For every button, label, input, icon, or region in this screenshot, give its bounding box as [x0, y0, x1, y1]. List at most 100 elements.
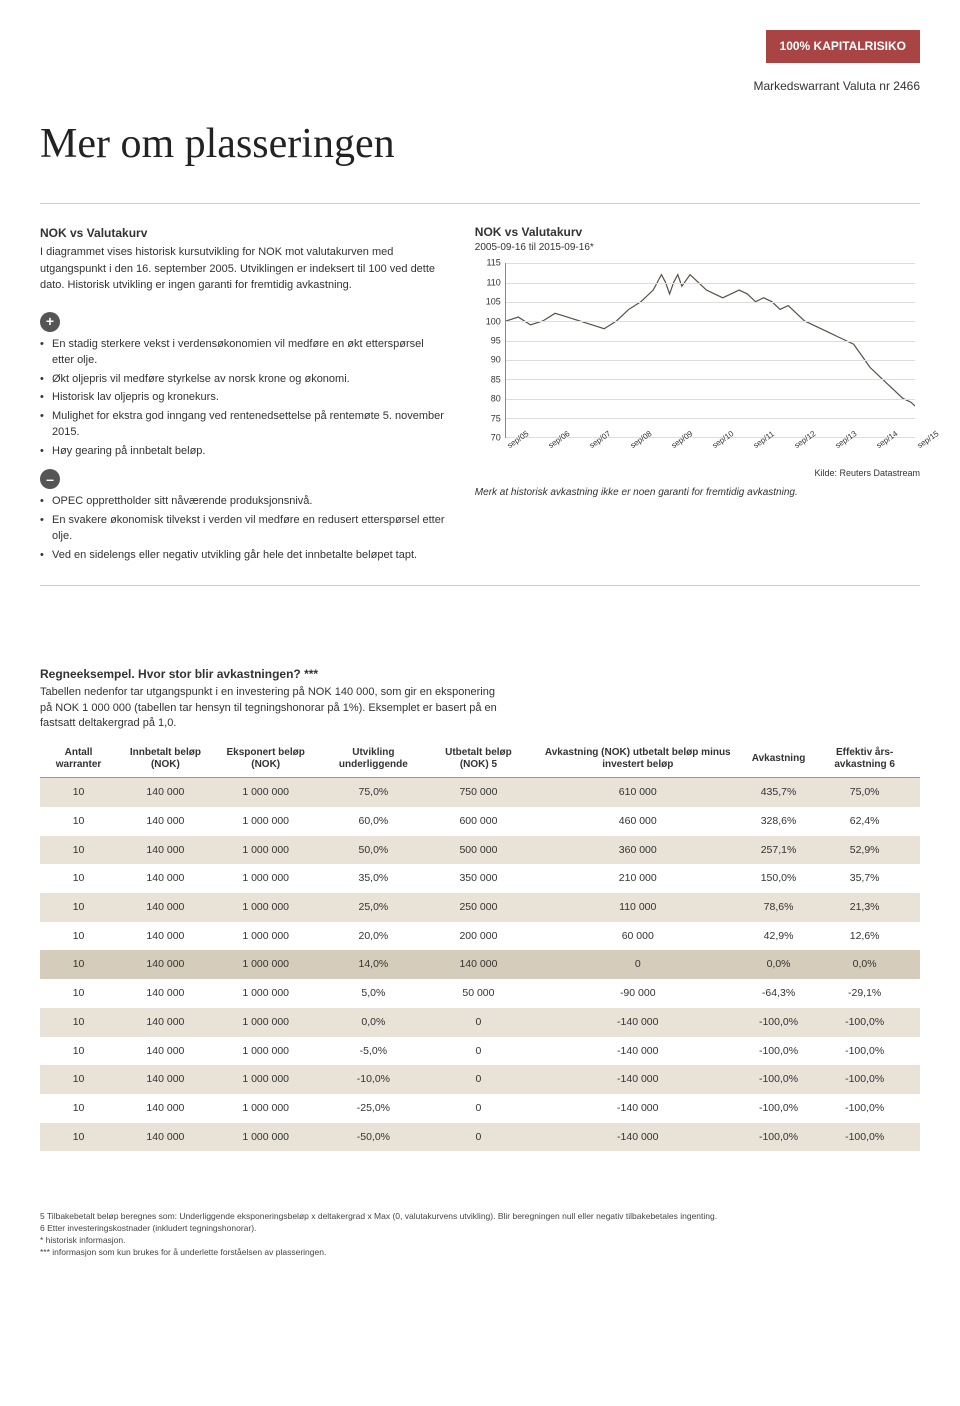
table-cell: 150,0% — [748, 864, 810, 893]
table-cell: 5,0% — [318, 979, 430, 1008]
table-row: 10140 0001 000 000-10,0%0-140 000-100,0%… — [40, 1065, 920, 1094]
minus-badge: – — [40, 469, 60, 489]
left-column: NOK vs Valutakurv I diagrammet vises his… — [40, 224, 445, 565]
plus-list: En stadig sterkere vekst i verdensøkonom… — [40, 336, 445, 460]
plus-item: Mulighet for ekstra god inngang ved rent… — [40, 408, 445, 441]
table-cell: 200 000 — [429, 922, 528, 951]
table-cell: 140 000 — [117, 950, 214, 979]
table-row: 10140 0001 000 0000,0%0-140 000-100,0%-1… — [40, 1008, 920, 1037]
table-cell: 0,0% — [318, 1008, 430, 1037]
table-cell: -90 000 — [528, 979, 748, 1008]
minus-item: Ved en sidelengs eller negativ utvikling… — [40, 547, 445, 564]
table-cell: 10 — [40, 1065, 117, 1094]
table-cell: -10,0% — [318, 1065, 430, 1094]
table-cell: 10 — [40, 1037, 117, 1066]
table-cell: 1 000 000 — [214, 1037, 318, 1066]
plus-item: Høy gearing på innbetalt beløp. — [40, 443, 445, 460]
table-cell: 1 000 000 — [214, 864, 318, 893]
footnote: 6 Etter investeringskostnader (inkludert… — [40, 1223, 920, 1234]
chart: 115110105100959085807570 sep/05sep/06sep… — [475, 263, 915, 463]
footnote: * historisk informasjon. — [40, 1235, 920, 1246]
table-cell: 140 000 — [117, 1094, 214, 1123]
table-cell: -100,0% — [748, 1008, 810, 1037]
divider — [40, 585, 920, 586]
product-subtitle: Markedswarrant Valuta nr 2466 — [40, 78, 920, 95]
table-cell: 360 000 — [528, 836, 748, 865]
table-row: 10140 0001 000 00075,0%750 000610 000435… — [40, 778, 920, 807]
table-cell: 25,0% — [318, 893, 430, 922]
table-cell: 10 — [40, 950, 117, 979]
table-cell: 140 000 — [117, 836, 214, 865]
table-cell: 600 000 — [429, 807, 528, 836]
right-column: NOK vs Valutakurv 2005-09-16 til 2015-09… — [475, 224, 920, 565]
table-cell: 1 000 000 — [214, 807, 318, 836]
table-header: Antall warranter — [40, 741, 117, 778]
table-section: Regneeksempel. Hvor stor blir avkastning… — [40, 666, 920, 1151]
table-cell: -100,0% — [748, 1094, 810, 1123]
table-cell: 1 000 000 — [214, 1065, 318, 1094]
table-cell: -140 000 — [528, 1123, 748, 1152]
table-cell: 460 000 — [528, 807, 748, 836]
table-cell: 0 — [429, 1037, 528, 1066]
table-cell: 1 000 000 — [214, 950, 318, 979]
table-cell: 75,0% — [318, 778, 430, 807]
table-cell: 140 000 — [117, 864, 214, 893]
table-cell: 210 000 — [528, 864, 748, 893]
y-tick: 95 — [491, 335, 501, 348]
y-tick: 100 — [486, 315, 501, 328]
table-cell: 0 — [429, 1123, 528, 1152]
table-cell: -50,0% — [318, 1123, 430, 1152]
table-cell: 60,0% — [318, 807, 430, 836]
chart-source: Kilde: Reuters Datastream — [475, 467, 920, 480]
table-cell: -100,0% — [748, 1065, 810, 1094]
y-tick: 105 — [486, 296, 501, 309]
table-row: 10140 0001 000 00014,0%140 00000,0%0,0% — [40, 950, 920, 979]
page-title: Mer om plasseringen — [40, 115, 920, 174]
x-tick: sep/15 — [915, 428, 941, 451]
table-cell: -100,0% — [809, 1123, 920, 1152]
table-header: Eksponert beløp (NOK) — [214, 741, 318, 778]
plus-item: Historisk lav oljepris og kronekurs. — [40, 389, 445, 406]
table-cell: 140 000 — [117, 922, 214, 951]
returns-table: Antall warranterInnbetalt beløp (NOK)Eks… — [40, 741, 920, 1151]
table-cell: 1 000 000 — [214, 1008, 318, 1037]
table-cell: 350 000 — [429, 864, 528, 893]
table-cell: -140 000 — [528, 1037, 748, 1066]
minus-item: OPEC opprettholder sitt nåværende produk… — [40, 493, 445, 510]
chart-title: NOK vs Valutakurv — [475, 224, 920, 241]
table-cell: -100,0% — [748, 1123, 810, 1152]
table-cell: 62,4% — [809, 807, 920, 836]
table-cell: 140 000 — [117, 778, 214, 807]
table-cell: 1 000 000 — [214, 1094, 318, 1123]
table-cell: -25,0% — [318, 1094, 430, 1123]
plus-item: En stadig sterkere vekst i verdensøkonom… — [40, 336, 445, 369]
table-cell: 0,0% — [748, 950, 810, 979]
table-cell: 0 — [429, 1094, 528, 1123]
table-cell: -64,3% — [748, 979, 810, 1008]
table-cell: 500 000 — [429, 836, 528, 865]
table-cell: 140 000 — [117, 807, 214, 836]
table-cell: 52,9% — [809, 836, 920, 865]
table-cell: 10 — [40, 979, 117, 1008]
table-cell: 140 000 — [117, 1123, 214, 1152]
table-row: 10140 0001 000 000-50,0%0-140 000-100,0%… — [40, 1123, 920, 1152]
table-cell: 0 — [528, 950, 748, 979]
intro-text: I diagrammet vises historisk kursutvikli… — [40, 244, 445, 294]
table-cell: -100,0% — [809, 1065, 920, 1094]
table-row: 10140 0001 000 000-5,0%0-140 000-100,0%-… — [40, 1037, 920, 1066]
table-row: 10140 0001 000 00025,0%250 000110 00078,… — [40, 893, 920, 922]
table-cell: -140 000 — [528, 1008, 748, 1037]
table-cell: 1 000 000 — [214, 836, 318, 865]
table-cell: 20,0% — [318, 922, 430, 951]
plus-item: Økt oljepris vil medføre styrkelse av no… — [40, 371, 445, 388]
table-row: 10140 0001 000 00020,0%200 00060 00042,9… — [40, 922, 920, 951]
table-cell: 75,0% — [809, 778, 920, 807]
table-cell: 140 000 — [117, 893, 214, 922]
table-cell: 35,7% — [809, 864, 920, 893]
table-cell: 1 000 000 — [214, 1123, 318, 1152]
table-cell: 250 000 — [429, 893, 528, 922]
table-cell: -100,0% — [809, 1094, 920, 1123]
table-cell: 10 — [40, 1008, 117, 1037]
table-cell: 140 000 — [117, 1008, 214, 1037]
divider — [40, 203, 920, 204]
